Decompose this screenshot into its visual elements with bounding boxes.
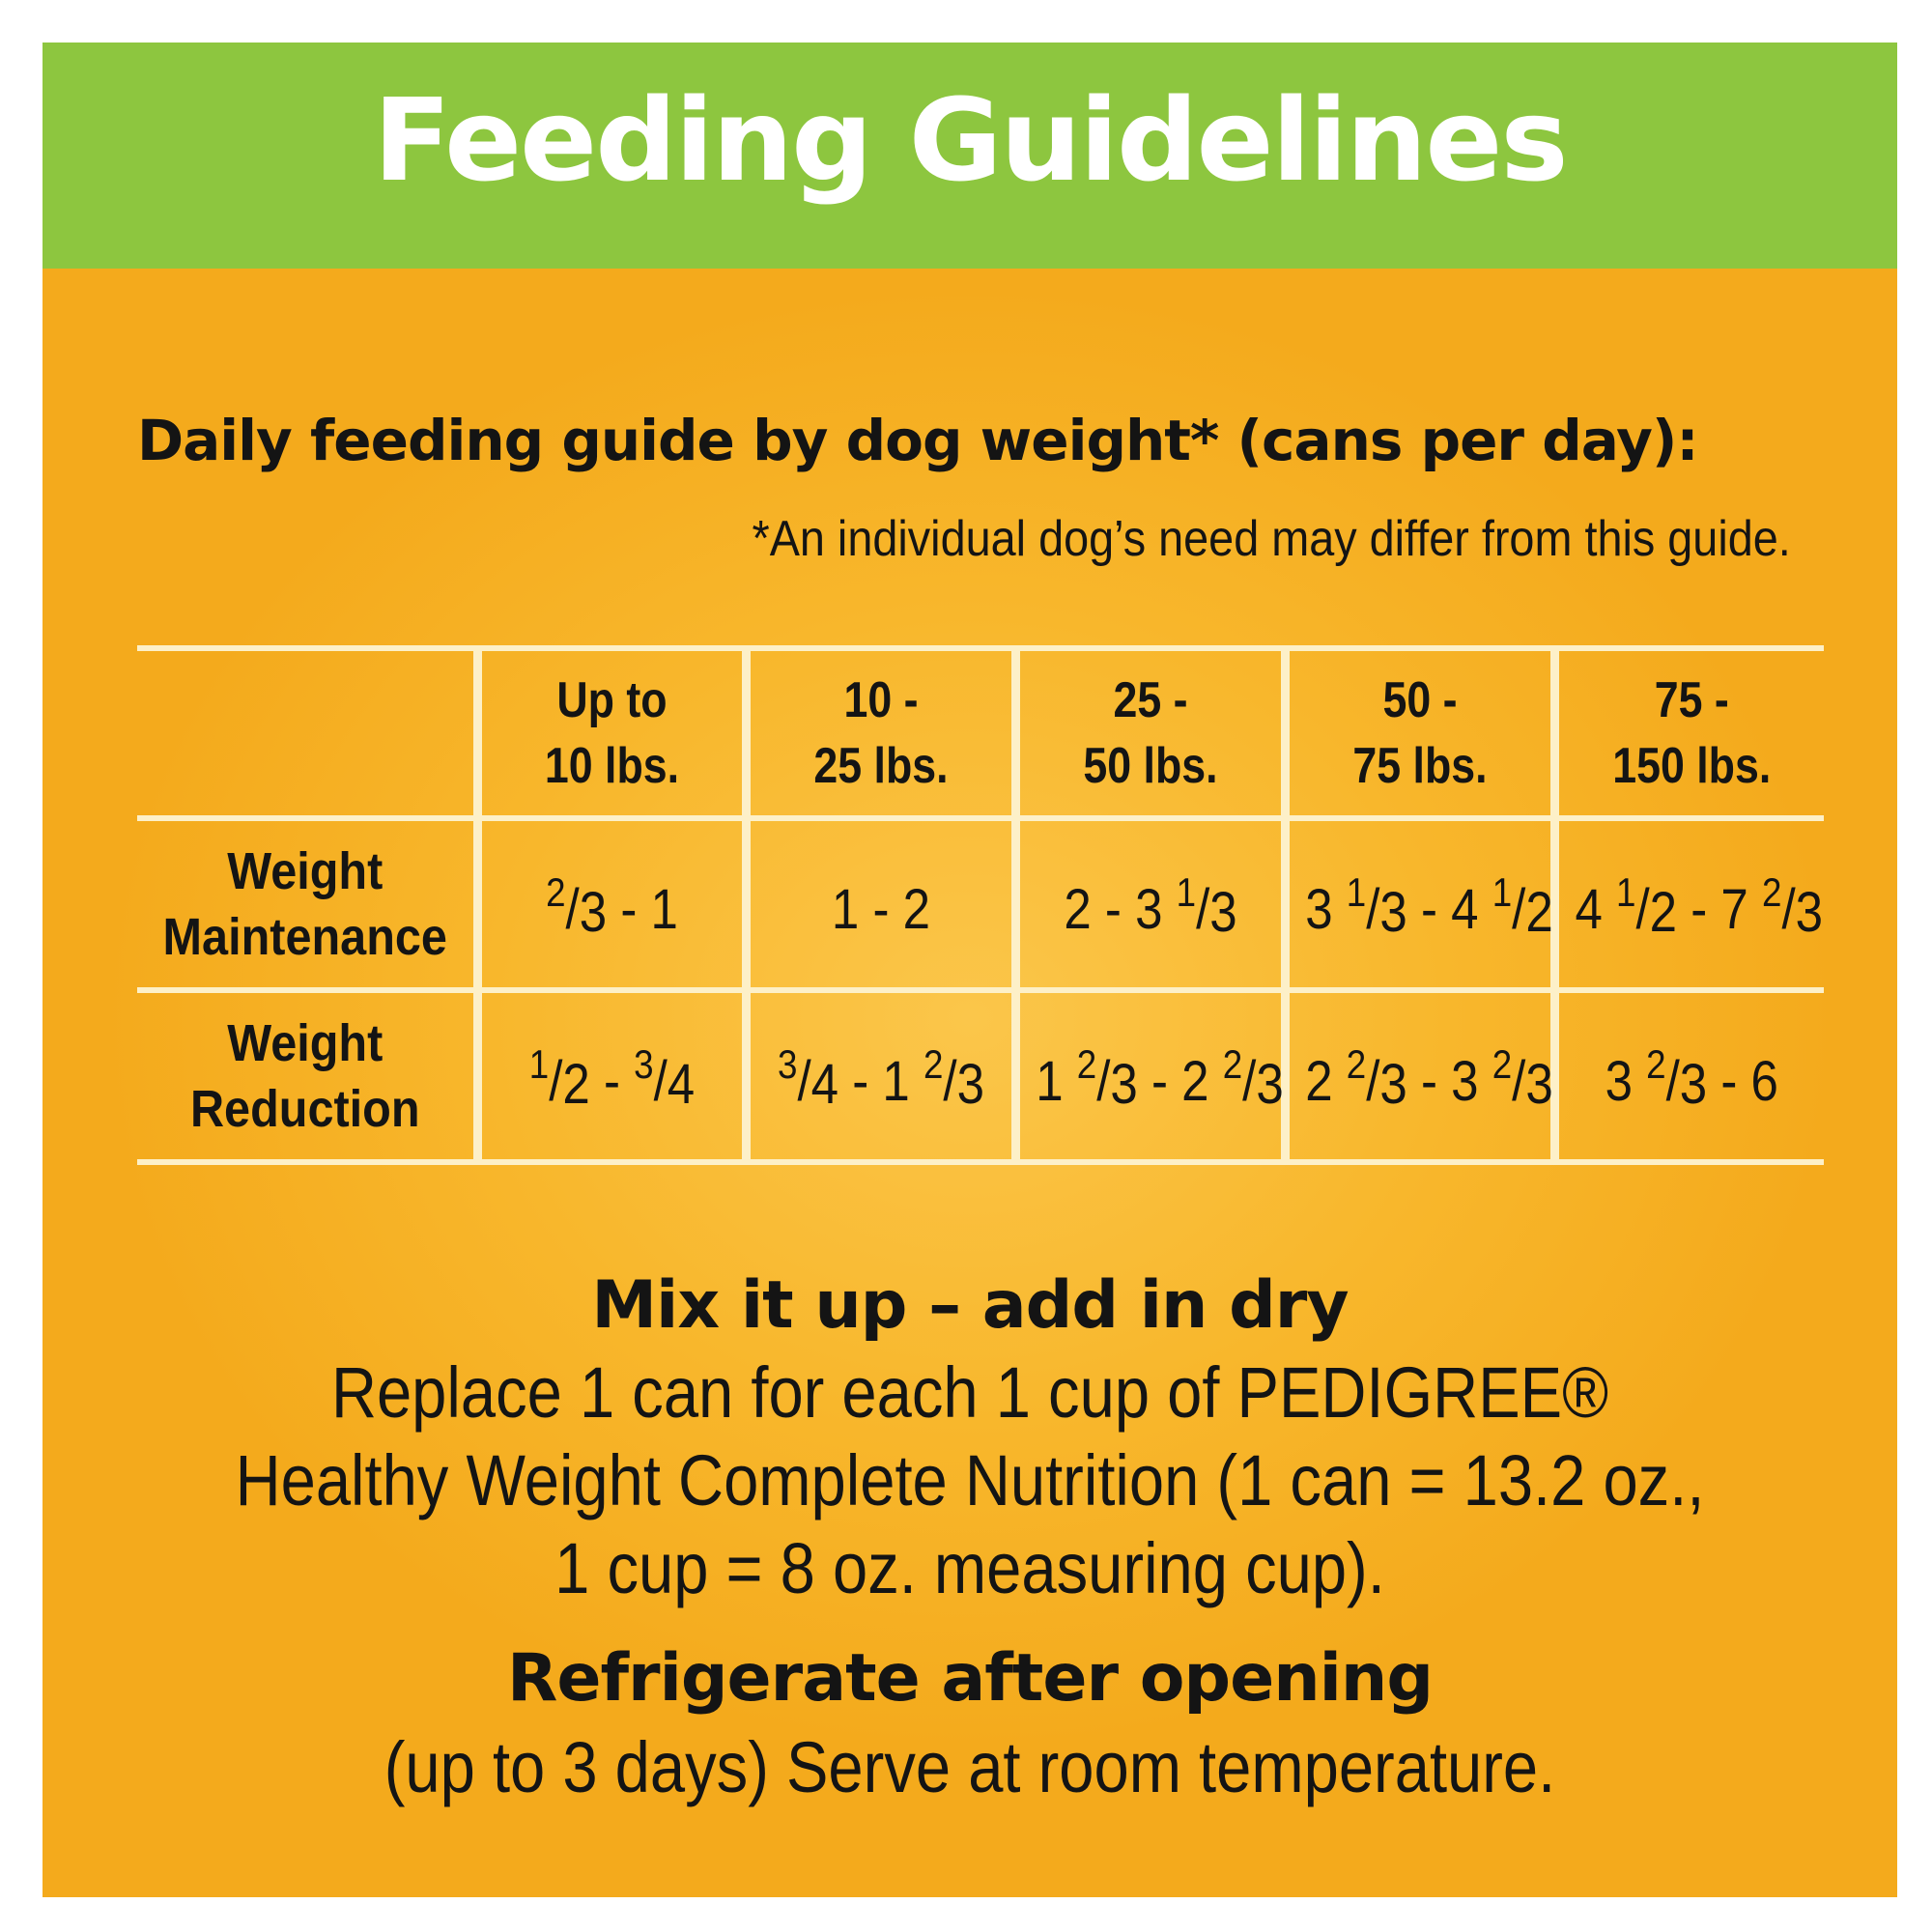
row-label-line: Weight: [227, 1014, 384, 1072]
column-header: 75 - 150 lbs.: [1549, 648, 1824, 818]
guide-body: Daily feeding guide by dog weight* (cans…: [43, 269, 1897, 1897]
cell-value: 1/2 - 3/4: [528, 1040, 695, 1116]
column-header: 25 - 50 lbs.: [1010, 648, 1285, 818]
table-cell: 3 1/3 - 4 1/2: [1280, 818, 1554, 990]
column-header-line: 10 -: [842, 672, 919, 728]
table-cell: 1/2 - 3/4: [472, 990, 746, 1162]
mix-line: 1 cup = 8 oz. measuring cup).: [554, 1528, 1385, 1608]
mix-title: Mix it up – add in dry: [591, 1267, 1349, 1344]
column-header-line: 75 lbs.: [1351, 738, 1488, 794]
row-label-cell: Weight Reduction: [137, 990, 477, 1162]
feeding-guidelines-panel: Feeding Guidelines Daily feeding guide b…: [43, 43, 1897, 1897]
column-header-line: Up to: [555, 672, 668, 728]
column-header: Up to 10 lbs.: [472, 648, 746, 818]
guide-footnote: *An individual dog’s need may differ fro…: [752, 511, 1791, 567]
storage-line: (up to 3 days) Serve at room temperature…: [384, 1727, 1556, 1807]
header-corner-cell: [137, 648, 477, 818]
table-cell: 2 - 3 1/3: [1010, 818, 1285, 990]
column-header-line: 150 lbs.: [1611, 738, 1771, 794]
table-cell: 1 - 2: [741, 818, 1015, 990]
column-header-line: 25 lbs.: [812, 738, 949, 794]
cell-value: 3/4 - 1 2/3: [777, 1040, 984, 1116]
cell-value: 1 2/3 - 2 2/3: [1035, 1040, 1284, 1116]
cell-value: 4 1/2 - 7 2/3: [1574, 868, 1823, 944]
column-header-line: 10 lbs.: [544, 738, 679, 794]
column-header: 50 - 75 lbs.: [1280, 648, 1554, 818]
table-cell: 2/3 - 1: [472, 818, 746, 990]
table-row: Weight Maintenance 2/3 - 1 1 - 2 2 - 3 1/…: [137, 818, 1824, 990]
table-cell: 2 2/3 - 3 2/3: [1280, 990, 1554, 1162]
table-cell: 3 2/3 - 6: [1549, 990, 1824, 1162]
table-cell: 4 1/2 - 7 2/3: [1549, 818, 1824, 990]
page-title: Feeding Guidelines: [373, 73, 1568, 207]
cell-value: 1 - 2: [831, 877, 930, 941]
row-label-line: Weight: [227, 842, 384, 900]
mix-line: Healthy Weight Complete Nutrition (1 can…: [235, 1440, 1705, 1520]
mix-line: Replace 1 can for each 1 cup of PEDIGREE…: [330, 1352, 1609, 1433]
column-header-line: 50 lbs.: [1082, 738, 1218, 794]
column-header-line: 50 -: [1381, 672, 1458, 728]
feeding-table: Up to 10 lbs. 10 - 25 lbs. 25 - 50 lbs. 50 …: [137, 645, 1824, 1165]
title-banner: Feeding Guidelines: [43, 43, 1897, 269]
cell-value: 3 1/3 - 4 1/2: [1304, 868, 1553, 944]
table-header-row: Up to 10 lbs. 10 - 25 lbs. 25 - 50 lbs. 50 …: [137, 648, 1824, 818]
cell-value: 3 2/3 - 6: [1605, 1040, 1778, 1116]
row-label-cell: Weight Maintenance: [137, 818, 477, 990]
row-label-line: Reduction: [189, 1080, 420, 1138]
guide-subtitle: Daily feeding guide by dog weight* (cans…: [137, 408, 1699, 473]
row-label-line: Maintenance: [162, 908, 447, 966]
table-row: Weight Reduction 1/2 - 3/4 3/4 - 1 2/3 1 …: [137, 990, 1824, 1162]
cell-value: 2/3 - 1: [545, 868, 678, 944]
table-cell: 3/4 - 1 2/3: [741, 990, 1015, 1162]
cell-value: 2 2/3 - 3 2/3: [1304, 1040, 1553, 1116]
table-cell: 1 2/3 - 2 2/3: [1010, 990, 1285, 1162]
column-header-line: 75 -: [1654, 672, 1729, 728]
column-header: 10 - 25 lbs.: [741, 648, 1015, 818]
column-header-line: 25 -: [1112, 672, 1188, 728]
cell-value: 2 - 3 1/3: [1063, 868, 1237, 944]
storage-title: Refrigerate after opening: [506, 1640, 1434, 1717]
